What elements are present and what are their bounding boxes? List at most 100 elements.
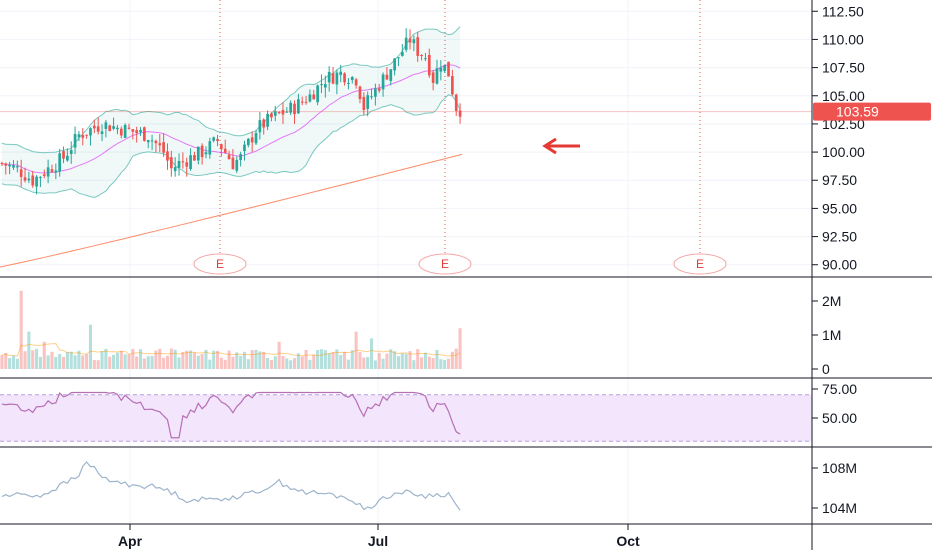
earnings-marker[interactable]: E bbox=[193, 253, 247, 275]
volume-bar bbox=[177, 357, 181, 369]
volume-bar bbox=[308, 359, 312, 369]
rsi-panel[interactable] bbox=[0, 391, 812, 442]
candle-body bbox=[266, 113, 269, 127]
volume-bar bbox=[254, 349, 258, 369]
candle-body bbox=[350, 77, 354, 81]
volume-bar bbox=[69, 351, 73, 369]
time-tick-label: Oct bbox=[616, 533, 640, 549]
candle-body bbox=[343, 73, 346, 83]
volume-bar bbox=[104, 348, 108, 369]
volume-bar bbox=[427, 356, 431, 369]
earnings-marker[interactable]: E bbox=[673, 253, 727, 275]
candle-body bbox=[435, 68, 439, 84]
volume-bar bbox=[435, 349, 439, 369]
volume-bar bbox=[273, 356, 277, 369]
volume-bar bbox=[92, 360, 96, 369]
volume-average-line bbox=[1, 343, 461, 357]
candle-body bbox=[220, 144, 223, 150]
volume-bar bbox=[366, 357, 370, 369]
price-axis[interactable]: 112.50110.00107.50105.00102.50100.0097.5… bbox=[812, 3, 865, 273]
volume-tick-label: 1M bbox=[822, 327, 841, 343]
candle-body bbox=[50, 169, 54, 172]
candle-body bbox=[393, 58, 396, 71]
candle-body bbox=[46, 167, 50, 177]
volume-bar bbox=[112, 354, 116, 369]
candle-body bbox=[377, 88, 381, 91]
candle-body bbox=[258, 120, 262, 133]
candle-body bbox=[58, 153, 62, 172]
candle-body bbox=[31, 175, 35, 186]
volume-bar bbox=[239, 355, 243, 369]
volume-bar bbox=[277, 341, 281, 369]
candle-body bbox=[19, 169, 23, 177]
time-axis[interactable]: Apr Jul Oct bbox=[118, 524, 640, 549]
candle-body bbox=[273, 111, 277, 116]
volume-bar bbox=[42, 341, 46, 369]
candle-body bbox=[420, 55, 423, 57]
volume-bar bbox=[300, 356, 304, 369]
candle-body bbox=[166, 151, 169, 161]
candle-body bbox=[4, 163, 8, 166]
volume-bar bbox=[393, 351, 397, 369]
volume-bar bbox=[35, 348, 39, 369]
candle-body bbox=[304, 101, 308, 103]
candle-body bbox=[185, 162, 189, 167]
volume-bar bbox=[227, 350, 231, 369]
volume-axis[interactable]: 2M 1M 0 bbox=[812, 293, 841, 377]
volume-bar bbox=[77, 350, 81, 369]
volume-bar bbox=[231, 356, 235, 369]
volume-bar bbox=[350, 350, 354, 369]
price-panel[interactable] bbox=[0, 26, 812, 268]
volume-bar bbox=[158, 348, 162, 369]
volume-bar bbox=[335, 349, 339, 369]
earnings-markers[interactable]: E E E bbox=[193, 253, 727, 275]
price-tick-label: 90.00 bbox=[822, 257, 857, 273]
candle-body bbox=[69, 150, 73, 155]
earnings-marker[interactable]: E bbox=[418, 253, 472, 275]
volume-bar bbox=[354, 331, 358, 369]
candle-body bbox=[23, 177, 27, 181]
candle-body bbox=[451, 76, 454, 95]
candle-body bbox=[270, 113, 273, 118]
volume-bar bbox=[219, 357, 223, 369]
volume-bar bbox=[19, 290, 23, 369]
rsi-tick-label: 50.00 bbox=[822, 410, 857, 426]
obv-axis[interactable]: 108M 104M bbox=[812, 460, 857, 516]
candle-body bbox=[212, 137, 216, 141]
bollinger-band-fill bbox=[1, 26, 461, 198]
rsi-axis[interactable]: 75.00 50.00 bbox=[812, 381, 857, 426]
candle-body bbox=[73, 134, 77, 148]
scroll-to-realtime-arrow-icon[interactable] bbox=[542, 137, 580, 155]
candle-body bbox=[385, 74, 389, 80]
volume-bar bbox=[269, 359, 273, 369]
obv-panel[interactable] bbox=[1, 461, 461, 511]
volume-bar bbox=[223, 359, 227, 369]
volume-bar bbox=[242, 351, 247, 369]
candle-body bbox=[112, 126, 115, 129]
volume-bar bbox=[281, 355, 285, 369]
volume-bar bbox=[316, 349, 320, 369]
volume-bar bbox=[396, 356, 401, 369]
candle-body bbox=[154, 140, 158, 144]
candle-body bbox=[458, 110, 462, 117]
volume-bar bbox=[446, 358, 451, 369]
volume-bar bbox=[343, 351, 347, 369]
rsi-tick-label: 75.00 bbox=[822, 381, 857, 397]
candle-body bbox=[223, 148, 227, 153]
volume-bar bbox=[46, 355, 50, 369]
long-moving-average-line bbox=[0, 153, 463, 268]
candle-body bbox=[339, 71, 343, 75]
volume-bar bbox=[11, 355, 16, 369]
candle-body bbox=[366, 95, 370, 109]
candle-body bbox=[262, 119, 266, 128]
volume-panel[interactable] bbox=[0, 290, 462, 369]
volume-bar bbox=[454, 348, 458, 369]
candle-body bbox=[416, 37, 420, 56]
candle-body bbox=[8, 164, 11, 167]
volume-bar bbox=[138, 349, 143, 369]
candle-body bbox=[104, 122, 108, 129]
candle-body bbox=[27, 178, 31, 181]
volume-bar bbox=[362, 357, 366, 369]
